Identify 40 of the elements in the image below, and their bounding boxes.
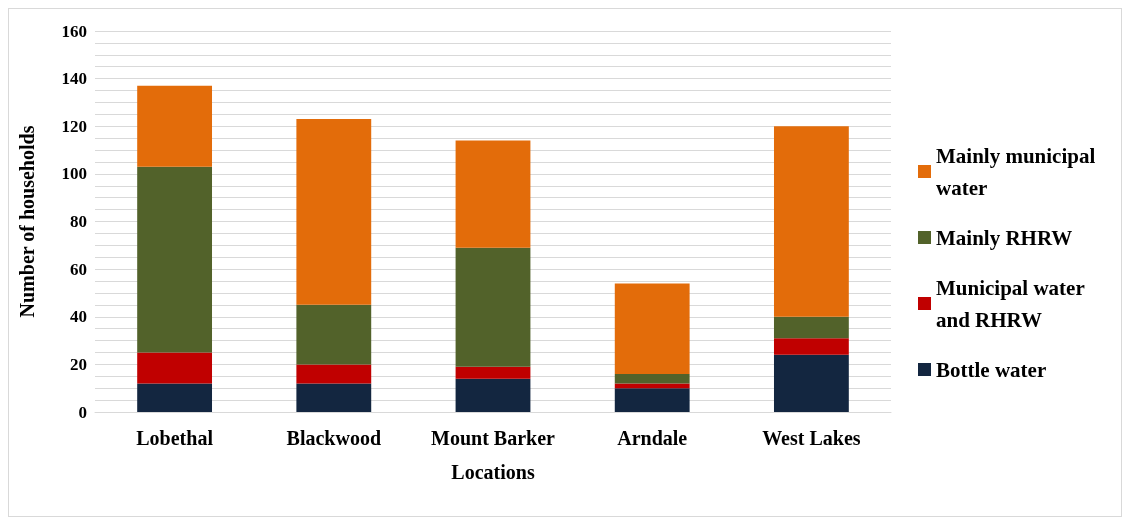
x-tick-label: West Lakes — [762, 427, 861, 449]
y-tick-label: 100 — [61, 164, 87, 184]
bar — [296, 364, 372, 384]
bar — [137, 166, 213, 353]
bar — [296, 304, 372, 365]
legend-label: Bottle water — [936, 357, 1047, 382]
bar — [614, 383, 690, 389]
bar — [455, 140, 531, 248]
y-tick-label: 0 — [78, 402, 87, 422]
bar — [773, 316, 849, 339]
x-tick-label: Arndale — [617, 427, 688, 449]
y-tick-label: 60 — [70, 259, 87, 279]
bar — [773, 338, 849, 355]
bar — [455, 247, 531, 367]
y-tick-label: 120 — [61, 116, 87, 136]
bar — [137, 352, 213, 384]
y-tick-label: 40 — [70, 307, 87, 327]
legend-label: Mainly municipal water — [936, 143, 1101, 200]
legend-label: Mainly RHRW — [936, 225, 1073, 250]
bar — [614, 283, 690, 374]
bar — [614, 373, 690, 384]
bar — [773, 126, 849, 317]
bar — [137, 85, 213, 167]
y-tick-label: 160 — [61, 21, 87, 41]
x-tick-label: Blackwood — [286, 427, 382, 449]
bar — [455, 366, 531, 379]
bar — [614, 388, 690, 412]
bar — [296, 383, 372, 412]
x-tick-label: Lobethal — [136, 427, 214, 449]
y-tick-label: 20 — [70, 354, 87, 374]
y-axis-title: Number of households — [16, 125, 38, 318]
bar — [455, 378, 531, 412]
x-tick-label: Mount Barker — [431, 427, 556, 449]
bar — [137, 383, 213, 412]
y-tick-label: 80 — [70, 212, 87, 231]
y-tick-label: 140 — [61, 69, 87, 89]
bar — [773, 354, 849, 412]
bar — [296, 119, 372, 305]
x-axis-title: Locations — [451, 461, 535, 483]
legend-label: Municipal water and RHRW — [936, 275, 1090, 332]
